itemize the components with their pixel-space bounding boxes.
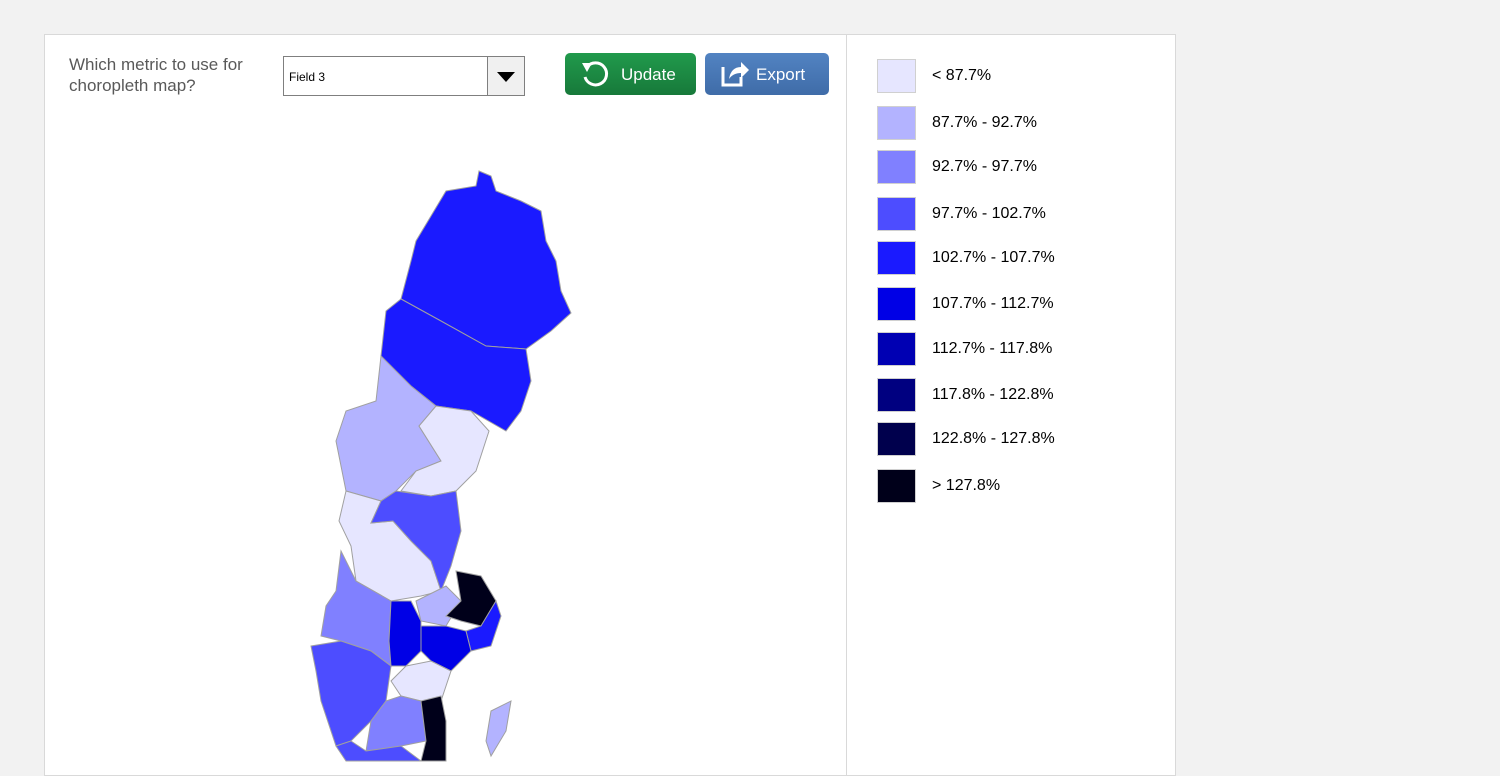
region [365, 695, 427, 752]
legend-swatch [877, 287, 916, 321]
legend-swatch [877, 197, 916, 231]
legend-swatch [877, 422, 916, 456]
update-label: Update [621, 65, 676, 84]
dropdown-value: Field 3 [289, 70, 326, 84]
dropdown-arrow[interactable] [487, 57, 524, 95]
export-icon [721, 62, 749, 87]
legend-swatch [877, 469, 916, 503]
legend-swatch [877, 241, 916, 275]
legend-swatch [877, 106, 916, 140]
page: {"metric_prompt": "Which metric to use f… [44, 34, 1176, 776]
body: Which metric to use for choropleth map? … [44, 34, 1176, 776]
legend-swatch [877, 150, 916, 184]
metric-prompt: Which metric to use for choropleth map? [69, 55, 243, 95]
export-label: Export [756, 65, 806, 84]
legend-swatch [877, 59, 916, 93]
region [485, 700, 512, 758]
legend-label: 92.7% - 97.7% [932, 158, 1037, 175]
region [370, 490, 462, 593]
legend-swatch [877, 378, 916, 412]
legend-label: 122.8% - 127.8% [932, 430, 1055, 447]
region [445, 570, 497, 627]
legend-label: 87.7% - 92.7% [932, 114, 1037, 131]
legend-label: 117.8% - 122.8% [932, 386, 1054, 403]
legend-label: 107.7% - 112.7% [932, 295, 1054, 312]
divider [846, 35, 847, 775]
choropleth-map [310, 170, 572, 762]
legend-label: 102.7% - 107.7% [932, 249, 1055, 266]
export-button[interactable]: Export [705, 53, 829, 95]
region [420, 695, 447, 762]
legend-label: 97.7% - 102.7% [932, 205, 1046, 222]
legend-label: < 87.7% [932, 67, 992, 84]
metric-dropdown[interactable]: Field 3 [283, 56, 525, 96]
legend-swatch [877, 332, 916, 366]
update-icon [582, 61, 609, 87]
region [388, 600, 422, 667]
update-button[interactable]: Update [565, 53, 696, 95]
region [400, 170, 572, 350]
panel: Which metric to use for choropleth map? … [44, 34, 1176, 776]
region [390, 660, 452, 702]
legend-label: 112.7% - 117.8% [932, 340, 1053, 357]
legend-label: > 127.8% [932, 477, 1001, 494]
arrow-icon [497, 72, 515, 82]
